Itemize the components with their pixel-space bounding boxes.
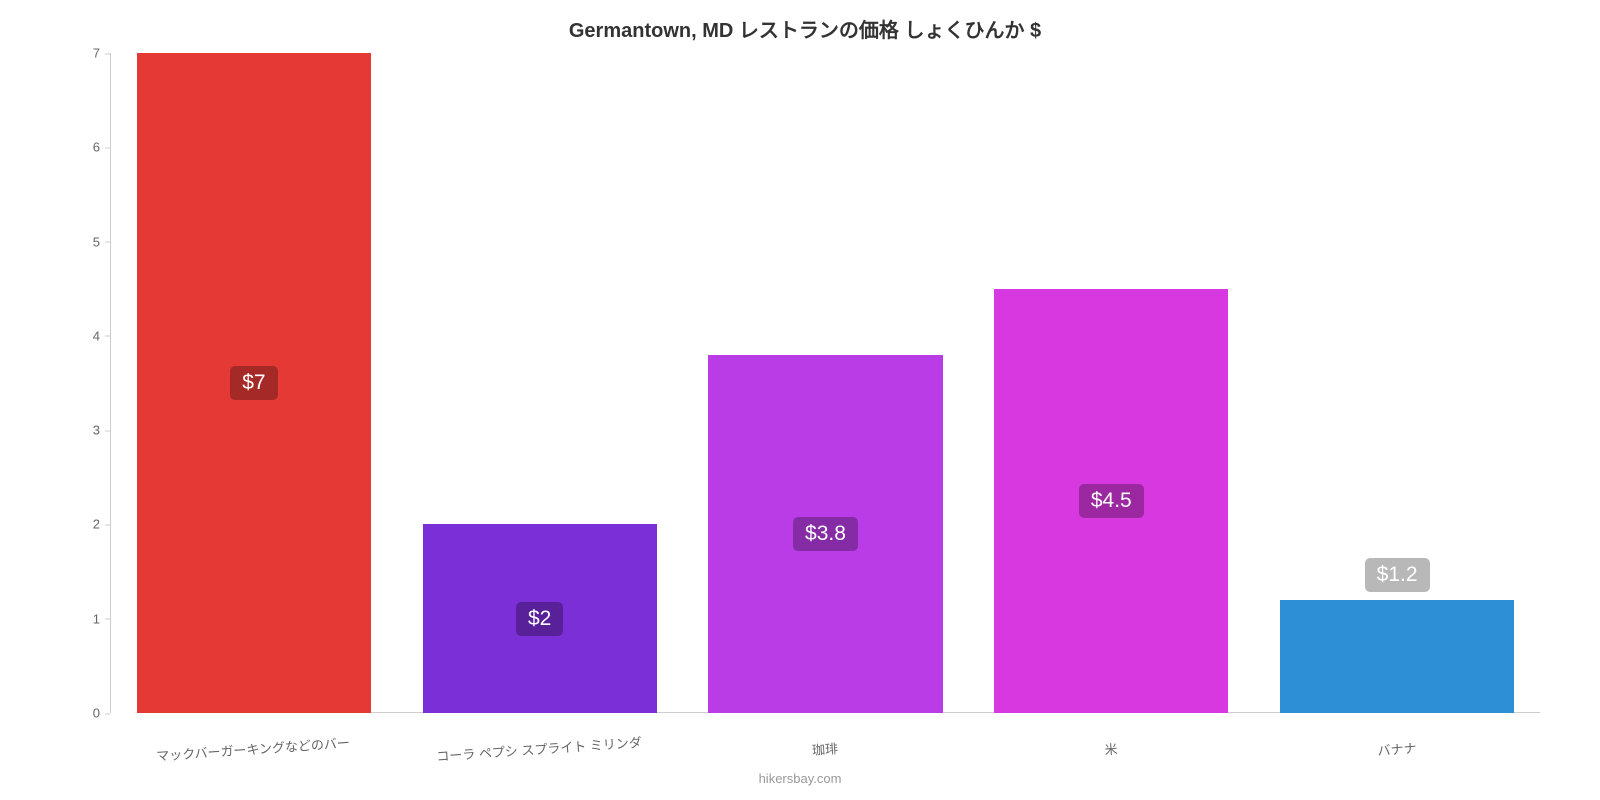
chart-title: Germantown, MD レストランの価格 しょくひんか $ xyxy=(70,14,1540,43)
y-tick: 1 xyxy=(93,611,100,626)
y-tick: 0 xyxy=(93,706,100,721)
x-axis-label: 珈琲 xyxy=(682,729,969,768)
bar-value-label: $1.2 xyxy=(1365,558,1430,592)
x-axis: マックバーガーキングなどのバーコーラ ペプシ スプライト ミリンダ珈琲米バナナ xyxy=(110,739,1540,758)
bar: $7 xyxy=(137,53,371,713)
y-tick: 2 xyxy=(93,517,100,532)
bars-container: $7 $2 $3.8 $4.5 $1.2 xyxy=(110,53,1540,713)
x-axis-label: コーラ ペプシ スプライト ミリンダ xyxy=(396,729,683,768)
y-tick: 7 xyxy=(93,46,100,61)
bar: $3.8 xyxy=(708,355,942,713)
bar-wrapper: $2 xyxy=(397,53,683,713)
bar-wrapper: $7 xyxy=(111,53,397,713)
y-tick: 4 xyxy=(93,328,100,343)
x-axis-label: マックバーガーキングなどのバー xyxy=(110,729,397,768)
attribution: hikersbay.com xyxy=(759,771,842,786)
bar-value-label: $2 xyxy=(516,602,563,636)
bar-wrapper: $4.5 xyxy=(968,53,1254,713)
x-axis-label: 米 xyxy=(968,729,1255,768)
bar-wrapper: $1.2 xyxy=(1254,53,1540,713)
bar: $4.5 xyxy=(994,289,1228,713)
y-tick: 6 xyxy=(93,140,100,155)
bar-wrapper: $3.8 xyxy=(683,53,969,713)
y-axis: 01234567 xyxy=(70,53,110,713)
y-tick: 5 xyxy=(93,234,100,249)
bar-value-label: $3.8 xyxy=(793,517,858,551)
plot-area: 01234567 $7$2$3.8$4.5$1.2 xyxy=(70,53,1540,713)
chart-container: Germantown, MD レストランの価格 しょくひんか $ 0 1 2 3 4 5 6… xyxy=(0,0,1600,800)
bar-value-label: $4.5 xyxy=(1079,484,1144,518)
bar: $2 xyxy=(423,524,657,713)
y-tick: 3 xyxy=(93,423,100,438)
x-axis-label: バナナ xyxy=(1254,729,1541,768)
bar: $1.2 xyxy=(1280,600,1514,713)
bar-value-label: $7 xyxy=(230,366,277,400)
